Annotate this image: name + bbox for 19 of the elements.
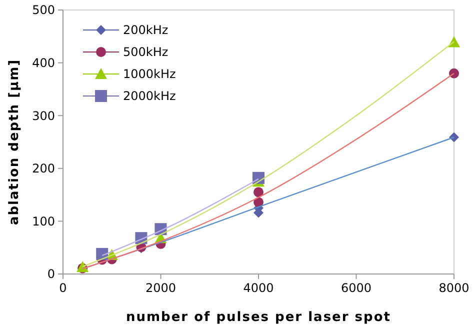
x-axis-title: number of pulses per laser spot	[126, 310, 392, 325]
x-tick-label: 4000	[243, 281, 274, 295]
y-tick-label: 100	[32, 214, 55, 228]
x-tick-label: 2000	[145, 281, 176, 295]
x-tick-label: 6000	[340, 281, 372, 295]
point	[254, 187, 264, 198]
y-tick-label: 500	[32, 3, 55, 18]
legend-label: 1000kHz	[123, 67, 176, 82]
y-axis-title: ablation depth [µm]	[7, 58, 22, 226]
legend-label: 500kHz	[123, 45, 168, 60]
legend-label: 200kHz	[123, 23, 168, 38]
x-tick-label: 8000	[438, 281, 470, 295]
legend-label: 2000kHz	[123, 89, 176, 104]
y-tick-label: 0	[47, 267, 55, 282]
x-tick-label: 0	[59, 281, 67, 295]
point	[449, 68, 459, 78]
y-tick-label: 300	[32, 108, 55, 123]
y-tick-label: 400	[32, 56, 55, 70]
y-tick-label: 200	[32, 162, 55, 176]
